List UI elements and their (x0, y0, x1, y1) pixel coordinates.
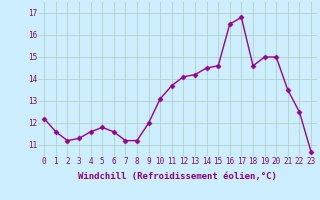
X-axis label: Windchill (Refroidissement éolien,°C): Windchill (Refroidissement éolien,°C) (78, 172, 277, 181)
